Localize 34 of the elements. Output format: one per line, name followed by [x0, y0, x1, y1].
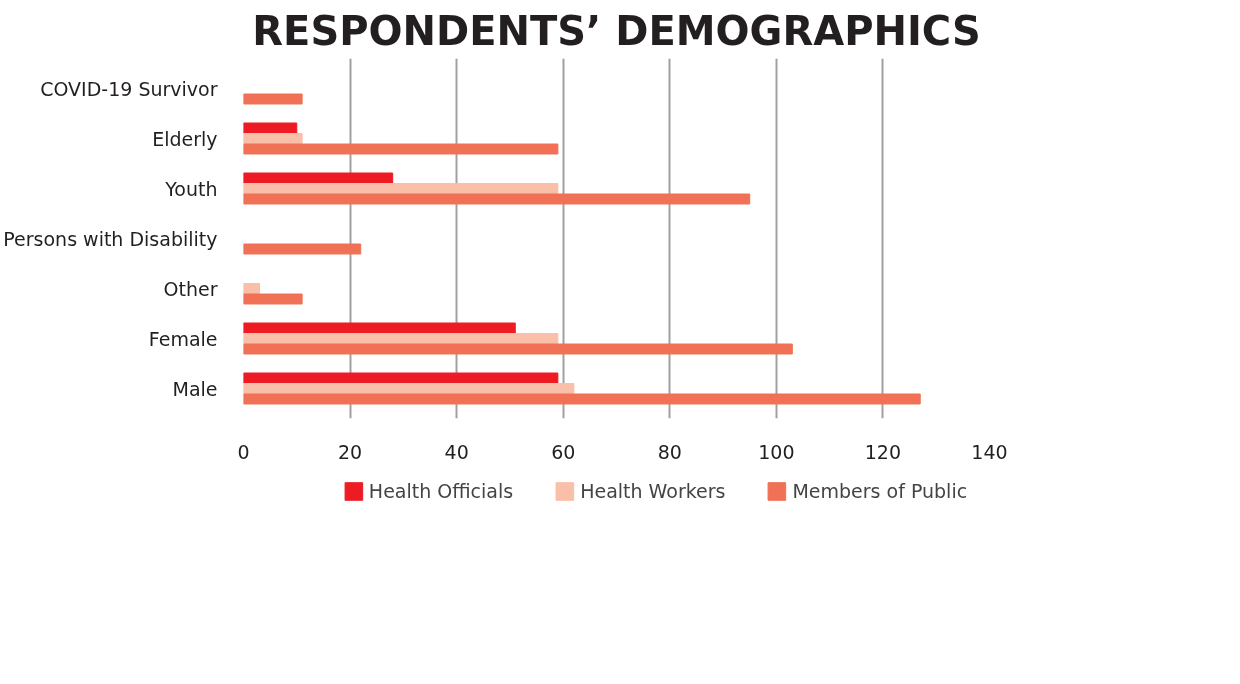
y-tick-label: Other — [163, 277, 218, 300]
bar — [243, 343, 793, 355]
bar — [243, 122, 298, 134]
y-tick-label: COVID-19 Survivor — [40, 77, 218, 100]
y-tick-label: Elderly — [152, 127, 218, 150]
bar — [243, 133, 303, 144]
bar — [243, 393, 921, 405]
y-tick-label: Female — [148, 327, 218, 350]
bar — [243, 322, 516, 334]
bar — [243, 143, 559, 155]
x-tick-label: 120 — [864, 440, 902, 463]
x-tick-label: 0 — [237, 440, 250, 463]
x-tick-label: 20 — [337, 440, 363, 463]
bar — [243, 293, 303, 305]
legend-label: Health Workers — [580, 480, 726, 502]
bar — [243, 172, 394, 184]
bar — [243, 243, 362, 255]
y-tick-label: Male — [172, 377, 218, 400]
legend-label: Health Officials — [368, 480, 514, 502]
x-tick-label: 100 — [758, 440, 795, 463]
bar — [243, 93, 303, 105]
x-tick-label: 60 — [551, 440, 576, 463]
bar — [243, 183, 559, 194]
y-tick-label: Youth — [164, 177, 218, 200]
x-tick-label: 40 — [444, 440, 469, 463]
bar — [243, 372, 559, 384]
bar — [243, 383, 575, 394]
bar — [243, 333, 559, 344]
legend-label: Members of Public — [792, 480, 968, 502]
x-tick-label: 140 — [971, 440, 1008, 463]
y-tick-label: Persons with Disability — [3, 227, 218, 250]
bar — [243, 193, 751, 205]
x-tick-label: 80 — [657, 440, 682, 463]
chart-title: RESPONDENTS’ DEMOGRAPHICS — [252, 7, 981, 54]
